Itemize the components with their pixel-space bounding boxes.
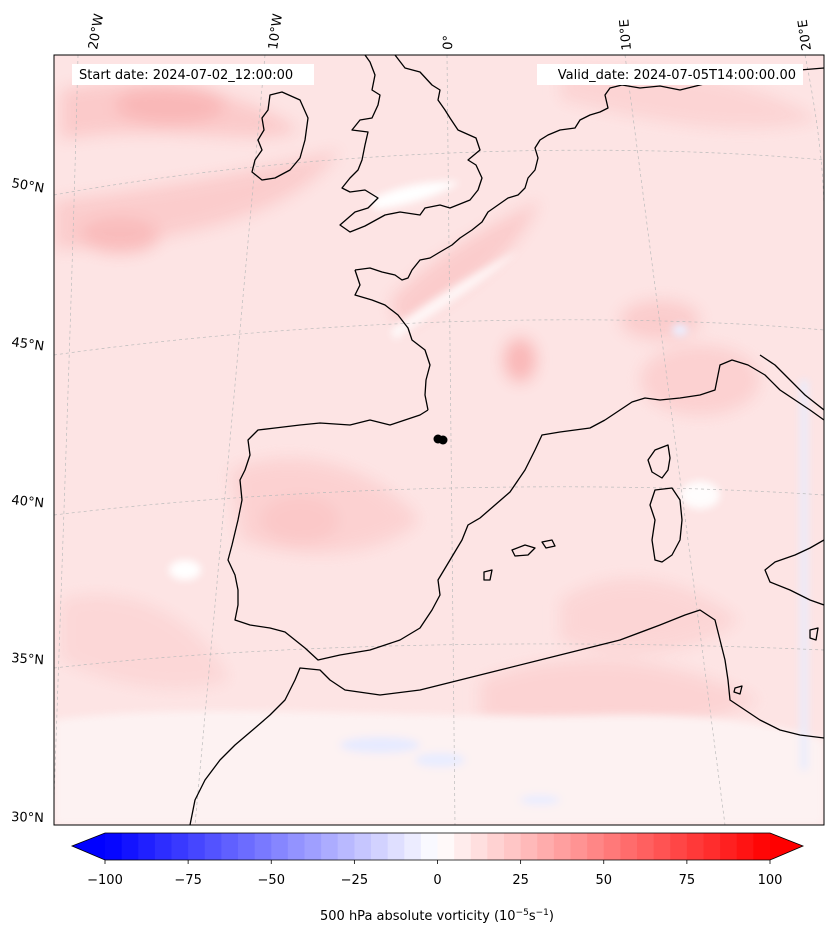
colorbar-tick-label: −25: [341, 873, 368, 888]
north-europe-coast: [354, 67, 824, 281]
colorbar-segment: [504, 833, 522, 860]
latitude-labels: 50°N 45°N 40°N 35°N 30°N: [10, 176, 45, 826]
colorbar-segment: [570, 833, 588, 860]
colorbar-segment: [520, 833, 538, 860]
lat-label-45n: 45°N: [10, 335, 45, 354]
colorbar-tick-label: 75: [679, 873, 696, 888]
colorbar: −100 −75 −50 −25 0 25 50 75 100 500 hPa absolute…: [70, 832, 805, 924]
valid-date-text: Valid_date: 2024-07-05T14:00:00.00: [558, 68, 796, 83]
colorbar-segment: [537, 833, 555, 860]
ireland-coast: [251, 91, 309, 181]
colorbar-segment: [587, 833, 605, 860]
colorbar-segment: [221, 833, 239, 860]
lat-label-30n: 30°N: [11, 810, 44, 826]
colorbar-extend-max: [770, 833, 803, 860]
lat-label-50n: 50°N: [10, 176, 45, 196]
colorbar-segment: [603, 833, 621, 860]
iberia-coast: [227, 409, 606, 661]
lat-label-35n: 35°N: [11, 651, 45, 668]
colorbar-tick-label: −75: [174, 873, 201, 888]
lat-label-40n: 40°N: [11, 493, 45, 511]
colorbar-segment: [105, 833, 123, 860]
colorbar-segment: [553, 833, 572, 860]
colorbar-segment: [620, 833, 638, 860]
colorbar-segment: [637, 833, 655, 860]
colorbar-segment: [321, 833, 339, 860]
colorbar-segments: [105, 833, 771, 860]
start-date-box: [72, 64, 314, 85]
colorbar-segment: [437, 833, 455, 860]
lon-label-10e: 10°E: [617, 19, 635, 51]
lon-label-20w: 20°W: [86, 13, 107, 51]
colorbar-extend-min: [72, 833, 105, 860]
lon-label-10w: 10°W: [266, 13, 286, 51]
colorbar-segment: [287, 833, 306, 860]
colorbar-segment: [454, 833, 472, 860]
sardinia-coast: [649, 487, 683, 563]
colorbar-tick-label: −100: [87, 873, 123, 888]
colorbar-segment: [404, 833, 422, 860]
colorbar-segment: [271, 833, 289, 860]
colorbar-segment: [254, 833, 272, 860]
france-med-coast: [604, 359, 824, 421]
colorbar-segment: [487, 833, 505, 860]
colorbar-segment: [337, 833, 355, 860]
great-britain-coast: [339, 55, 483, 233]
italy-coast: [764, 539, 824, 606]
colorbar-tick-label: 100: [758, 873, 783, 888]
colorbar-segment: [736, 833, 754, 860]
colorbar-segment: [204, 833, 222, 860]
colorbar-tick-label: 0: [433, 873, 441, 888]
location-marker: [433, 434, 448, 445]
graticule: [54, 55, 824, 825]
map-panel: Start date: 2024-07-02_12:00:00 Valid_da…: [54, 55, 824, 825]
map-frame: [53, 54, 825, 826]
corsica-coast: [647, 444, 671, 479]
colorbar-segment: [121, 833, 139, 860]
colorbar-segment: [238, 833, 256, 860]
colorbar-segment: [686, 833, 705, 860]
lon-label-0: 0°: [441, 35, 457, 50]
colorbar-segment: [188, 833, 206, 860]
colorbar-tick-label: −50: [258, 873, 285, 888]
colorbar-segment: [138, 833, 156, 860]
start-date-text: Start date: 2024-07-02_12:00:00: [79, 68, 293, 83]
colorbar-segment: [154, 833, 173, 860]
colorbar-segment: [304, 833, 322, 860]
colorbar-segment: [753, 833, 771, 860]
africa-coast: [189, 609, 824, 825]
balearics-coast: [483, 539, 556, 581]
colorbar-segment: [387, 833, 405, 860]
colorbar-segment: [470, 833, 488, 860]
colorbar-segment: [171, 833, 189, 860]
colorbar-label: 500 hPa absolute vorticity (10−5s−1): [320, 908, 554, 924]
lon-label-20e: 20°E: [796, 18, 815, 51]
colorbar-segment: [670, 833, 688, 860]
colorbar-tick-label: 25: [512, 873, 529, 888]
colorbar-segment: [420, 833, 439, 860]
colorbar-segment: [371, 833, 389, 860]
vorticity-field: [54, 67, 824, 825]
colorbar-tick-label: 50: [595, 873, 612, 888]
colorbar-ticks: −100 −75 −50 −25 0 25 50 75 100: [87, 860, 782, 888]
colorbar-segment: [354, 833, 372, 860]
colorbar-segment: [703, 833, 721, 860]
colorbar-segment: [653, 833, 671, 860]
longitude-labels: 20°W 10°W 0° 10°E 20°E: [86, 13, 815, 52]
coastlines: [189, 55, 824, 825]
valid-date-box: [537, 64, 803, 85]
colorbar-segment: [720, 833, 738, 860]
